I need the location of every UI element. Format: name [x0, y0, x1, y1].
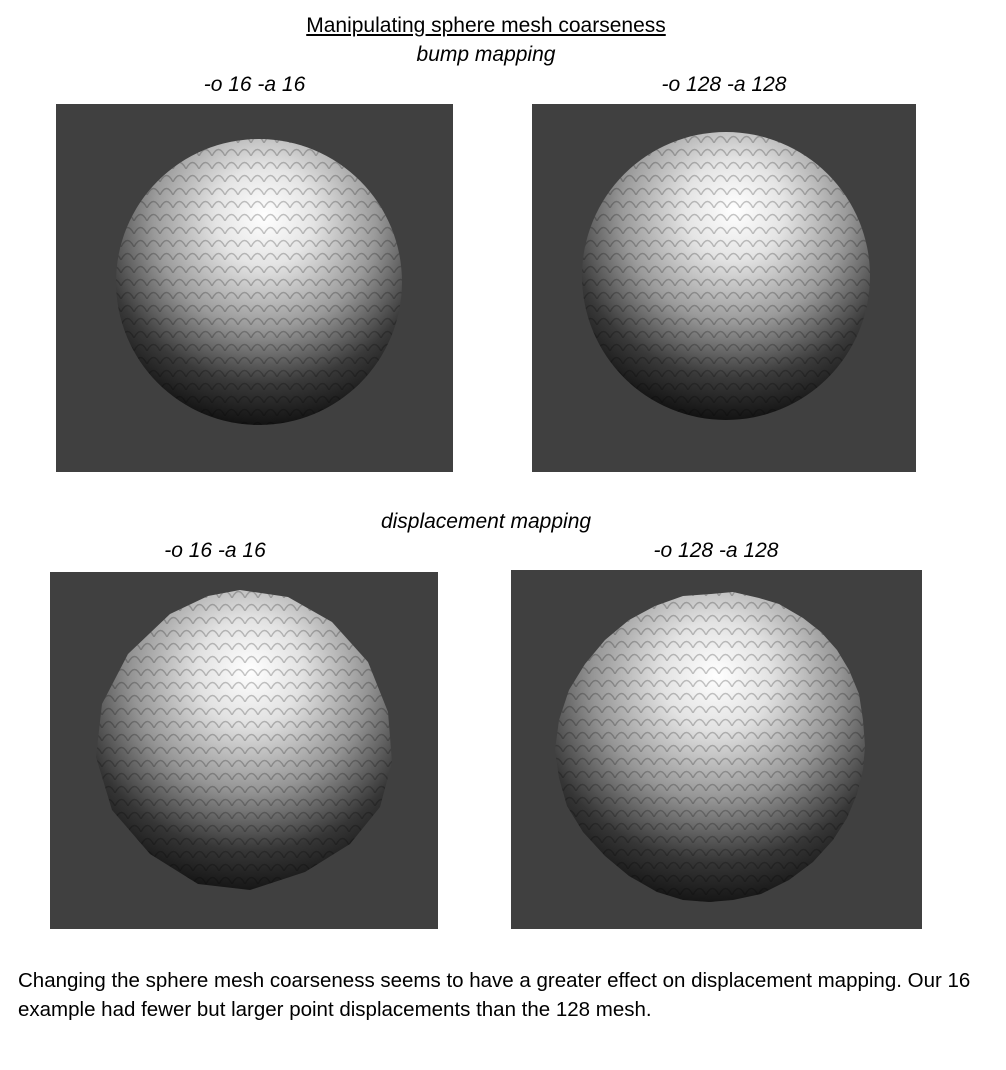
- render-bump-128: [532, 104, 916, 472]
- render-bump-16: [56, 104, 453, 472]
- panel-label-displacement-16: -o 16 -a 16: [164, 539, 266, 562]
- sphere-render-displacement-16: [96, 590, 392, 890]
- sphere-render-displacement-128: [555, 592, 865, 902]
- panel-label-bump-128: -o 128 -a 128: [661, 73, 787, 96]
- document-title: Manipulating sphere mesh coarseness: [306, 14, 666, 37]
- sphere-render-bump-128: [582, 132, 870, 420]
- panel-label-displacement-128: -o 128 -a 128: [653, 539, 779, 562]
- sphere-render-bump-16: [116, 139, 402, 425]
- render-displacement-16: [50, 572, 438, 929]
- section-heading-displacement-mapping: displacement mapping: [380, 510, 592, 533]
- panel-label-bump-16: -o 16 -a 16: [203, 73, 306, 96]
- caption-text: Changing the sphere mesh coarseness seem…: [18, 969, 971, 1021]
- render-displacement-128: [511, 570, 922, 929]
- section-heading-bump-mapping: bump mapping: [416, 43, 556, 66]
